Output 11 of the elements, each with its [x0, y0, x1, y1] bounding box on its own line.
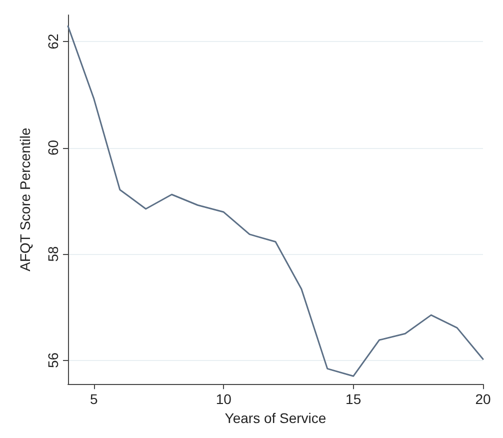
x-tick-label: 5 [90, 391, 98, 408]
x-tick-label: 20 [475, 391, 491, 408]
line-series [67, 25, 484, 377]
x-tick-label: 10 [216, 391, 232, 408]
y-axis-title: AFQT Score Percentile [17, 127, 33, 272]
y-tick-label: 56 [45, 352, 61, 368]
x-tick-label: 15 [346, 391, 362, 408]
y-tick-label: 58 [45, 246, 61, 262]
y-tick-label: 60 [45, 140, 61, 156]
x-axis-title: Years of Service [224, 410, 326, 426]
y-tick-label: 62 [45, 34, 61, 50]
